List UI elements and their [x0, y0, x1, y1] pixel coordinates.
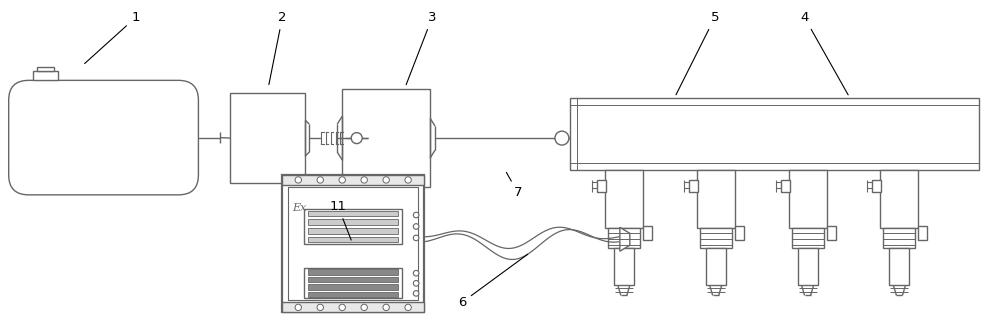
- Circle shape: [361, 177, 367, 183]
- Text: 1: 1: [85, 11, 140, 64]
- Circle shape: [413, 235, 419, 241]
- Bar: [308, 228, 398, 234]
- Bar: [304, 209, 402, 244]
- Bar: [308, 292, 398, 297]
- Bar: [918, 226, 927, 240]
- Bar: [570, 98, 979, 170]
- Bar: [883, 228, 915, 248]
- Text: 7: 7: [506, 172, 522, 199]
- Bar: [792, 228, 824, 248]
- Circle shape: [317, 177, 323, 183]
- Bar: [282, 302, 424, 312]
- Circle shape: [413, 224, 419, 229]
- Bar: [342, 89, 430, 187]
- Bar: [308, 284, 398, 290]
- Circle shape: [413, 212, 419, 218]
- Bar: [308, 277, 398, 282]
- Bar: [689, 180, 698, 192]
- Bar: [781, 180, 790, 192]
- Bar: [872, 180, 881, 192]
- Bar: [288, 187, 418, 300]
- Circle shape: [317, 304, 323, 311]
- Bar: [304, 268, 402, 298]
- Circle shape: [383, 304, 389, 311]
- Bar: [597, 180, 606, 192]
- Text: 2: 2: [269, 11, 287, 84]
- Bar: [880, 170, 918, 228]
- Circle shape: [413, 280, 419, 286]
- Polygon shape: [620, 227, 630, 251]
- Bar: [643, 226, 652, 240]
- Bar: [230, 93, 305, 183]
- Bar: [697, 170, 735, 228]
- Text: 11: 11: [330, 200, 351, 240]
- Bar: [308, 219, 398, 225]
- Text: 6: 6: [458, 254, 528, 309]
- Bar: [798, 248, 818, 285]
- Bar: [282, 175, 424, 312]
- Bar: [827, 226, 836, 240]
- Circle shape: [339, 304, 345, 311]
- FancyBboxPatch shape: [9, 80, 198, 195]
- Bar: [37, 67, 54, 72]
- Text: Ex: Ex: [292, 203, 307, 213]
- Text: 4: 4: [800, 11, 848, 95]
- Bar: [33, 72, 58, 80]
- Circle shape: [413, 270, 419, 276]
- Bar: [605, 170, 643, 228]
- Bar: [308, 211, 398, 216]
- Bar: [789, 170, 827, 228]
- Bar: [308, 237, 398, 242]
- Bar: [282, 175, 424, 185]
- Circle shape: [383, 177, 389, 183]
- Circle shape: [351, 133, 362, 144]
- Bar: [889, 248, 909, 285]
- Circle shape: [405, 304, 411, 311]
- Circle shape: [555, 131, 569, 145]
- Text: 5: 5: [676, 11, 719, 95]
- Circle shape: [413, 291, 419, 296]
- Bar: [614, 248, 634, 285]
- Text: 3: 3: [406, 11, 436, 85]
- Bar: [608, 228, 640, 248]
- Bar: [308, 269, 398, 275]
- Circle shape: [295, 177, 301, 183]
- Bar: [706, 248, 726, 285]
- Circle shape: [361, 304, 367, 311]
- Bar: [735, 226, 744, 240]
- Bar: [700, 228, 732, 248]
- Circle shape: [405, 177, 411, 183]
- Circle shape: [295, 304, 301, 311]
- Circle shape: [339, 177, 345, 183]
